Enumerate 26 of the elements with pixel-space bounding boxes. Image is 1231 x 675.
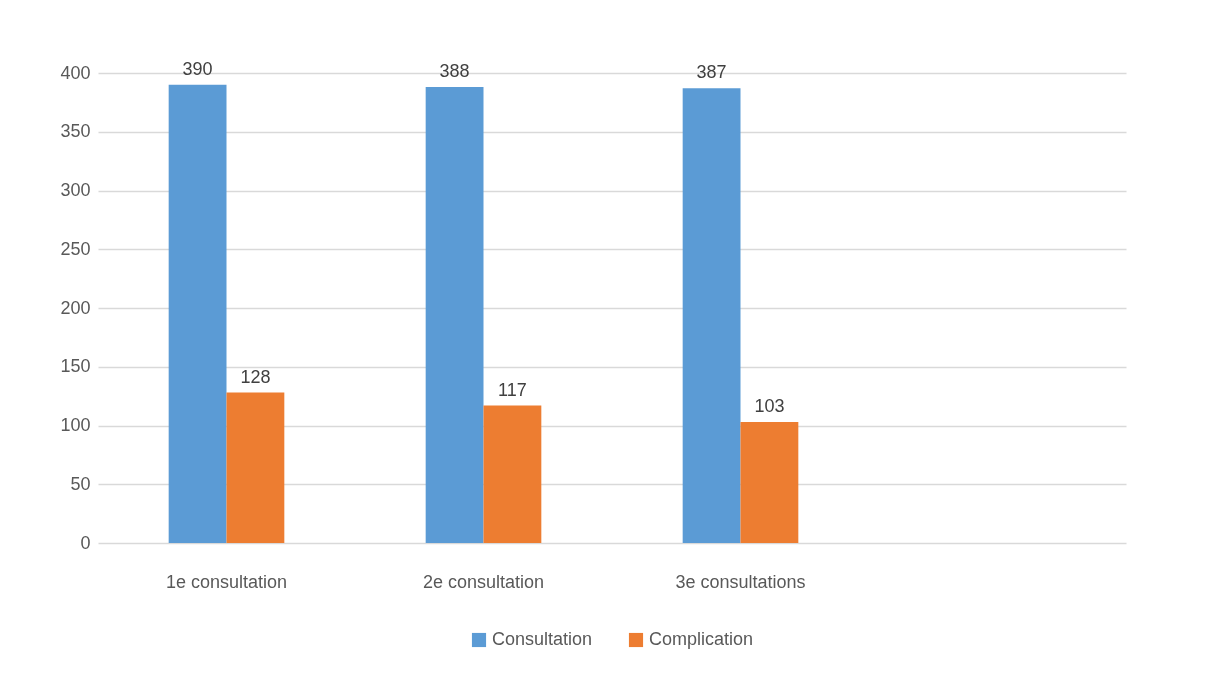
bar <box>425 87 484 543</box>
y-tick-label: 350 <box>60 121 91 142</box>
bar <box>168 84 227 543</box>
y-tick-label: 100 <box>60 415 91 435</box>
data-label: 387 <box>696 62 727 83</box>
x-tick-label: 2e consultation <box>422 571 545 592</box>
y-tick-label: 50 <box>70 473 91 494</box>
legend-label: Complication <box>649 629 754 649</box>
bar <box>483 405 542 543</box>
y-tick-label: 400 <box>60 62 91 83</box>
y-tick-label: 200 <box>60 297 91 318</box>
bar <box>226 392 285 543</box>
data-label: 117 <box>498 379 527 400</box>
data-label: 388 <box>439 61 470 82</box>
y-tick-label: 0 <box>80 532 91 553</box>
bar <box>740 421 799 543</box>
bar <box>682 88 741 543</box>
data-label: 103 <box>754 395 785 416</box>
y-tick-label: 300 <box>60 180 91 200</box>
y-tick-label: 250 <box>60 238 91 259</box>
x-tick-label: 3e consultations <box>675 571 806 592</box>
legend-label: Consultation <box>492 629 593 649</box>
data-label: 390 <box>182 58 213 79</box>
x-tick-label: 1e consultation <box>165 571 288 592</box>
y-tick-label: 150 <box>60 356 91 377</box>
data-label: 128 <box>240 366 271 387</box>
